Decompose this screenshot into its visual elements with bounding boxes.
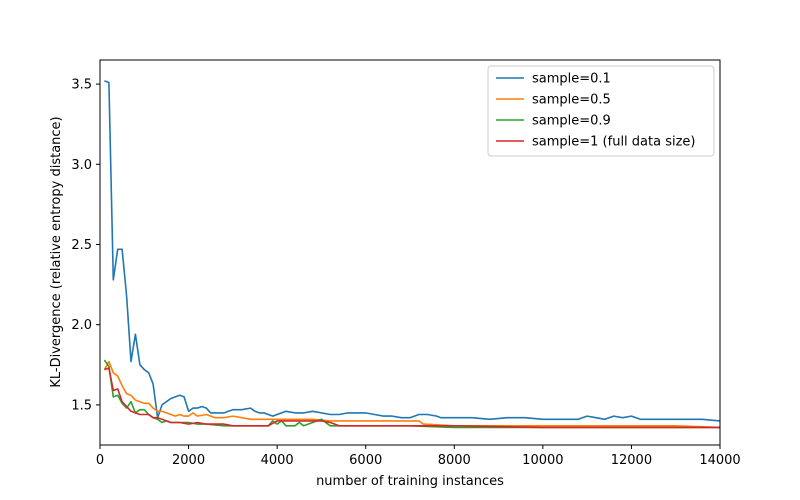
y-tick-label: 3.5 xyxy=(71,78,92,93)
x-tick-label: 12000 xyxy=(611,453,652,468)
x-tick-label: 4000 xyxy=(261,453,294,468)
x-axis-label: number of training instances xyxy=(316,474,504,489)
x-tick-label: 8000 xyxy=(438,453,471,468)
legend-box xyxy=(487,65,715,157)
legend: sample=0.1 sample=0.5 sample=0.9 sample=1 (… xyxy=(487,65,715,157)
series-line-sample-0-1 xyxy=(104,80,721,422)
x-tick-label: 2000 xyxy=(172,453,205,468)
plot-frame xyxy=(99,59,721,446)
legend-label: sample=0.9 xyxy=(532,114,611,129)
x-tick-label: 10000 xyxy=(522,453,563,468)
legend-label: sample=0.5 xyxy=(532,93,611,108)
series-layer xyxy=(103,80,721,429)
legend-label: sample=1 (full data size) xyxy=(532,135,696,150)
x-tick-label: 6000 xyxy=(349,453,382,468)
x-tick-label: 0 xyxy=(96,453,104,468)
y-tick-label: 3.0 xyxy=(71,158,92,173)
x-tick-label: 14000 xyxy=(699,453,740,468)
y-tick-label: 2.0 xyxy=(71,318,92,333)
x-axis-ticks: 0 2000 4000 6000 8000 10000 12000 14000 xyxy=(96,445,741,468)
series-line-sample-1-full-data-size- xyxy=(104,367,720,429)
legend-label: sample=0.1 xyxy=(532,72,611,87)
y-axis-ticks: 1.5 2.0 2.5 3.0 3.5 xyxy=(71,78,100,413)
y-tick-label: 1.5 xyxy=(71,398,92,413)
series-line-sample-0-9 xyxy=(103,359,720,429)
y-axis-label: KL-Divergence (relative entropy distance… xyxy=(49,116,64,387)
y-tick-label: 2.5 xyxy=(71,238,92,253)
series-line-sample-0-5 xyxy=(103,360,721,429)
